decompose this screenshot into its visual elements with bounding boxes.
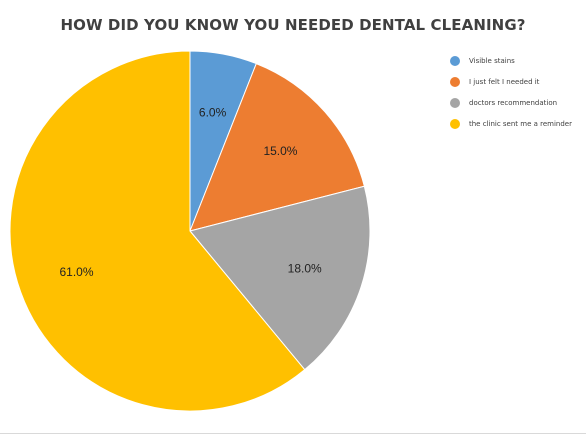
chart-title: HOW DID YOU KNOW YOU NEEDED DENTAL CLEAN… [60,16,526,34]
legend-swatch [450,55,460,66]
pie-slice-doctors-recommendation [189,185,371,371]
pie-slice-felt-needed [189,62,365,232]
legend-item-clinic-reminder: the clinic sent me a reminder [450,113,572,134]
slice-label-clinic-reminder: 61.0% [60,265,94,279]
slice-label-visible-stains: 6.0% [199,106,227,120]
legend-swatch [450,97,460,108]
legend-label: the clinic sent me a reminder [469,119,572,128]
chart-legend: Visible stains I just felt I needed it d… [450,50,572,134]
slice-label-felt-needed: 15.0% [263,144,297,158]
pie-slice-clinic-reminder [9,50,306,412]
slice-label-doctors-recommendation: 18.0% [288,261,322,275]
legend-label: I just felt I needed it [469,77,540,86]
legend-label: doctors recommendation [469,98,558,107]
legend-item-felt-needed: I just felt I needed it [450,71,572,92]
legend-swatch [450,118,460,129]
legend-label: Visible stains [469,56,515,65]
legend-item-visible-stains: Visible stains [450,50,572,71]
legend-swatch [450,76,460,87]
legend-item-doctors-recommendation: doctors recommendation [450,92,572,113]
bottom-divider [0,433,586,434]
